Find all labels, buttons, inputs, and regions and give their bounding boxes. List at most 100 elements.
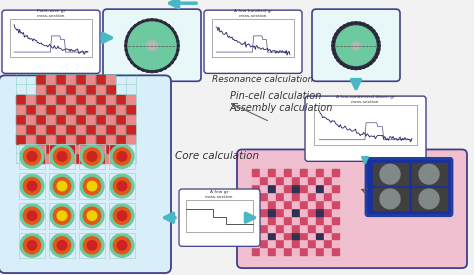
Bar — [16, 95, 25, 104]
Bar — [79, 232, 105, 258]
Bar — [36, 95, 45, 104]
Bar — [86, 95, 95, 104]
Bar — [36, 154, 45, 163]
Circle shape — [373, 59, 375, 62]
Circle shape — [83, 237, 100, 254]
Bar — [324, 169, 331, 176]
Bar — [324, 240, 331, 247]
Bar — [252, 185, 259, 192]
Bar — [284, 232, 291, 240]
Circle shape — [54, 177, 71, 195]
Circle shape — [142, 69, 144, 71]
Bar — [56, 95, 65, 104]
Bar — [276, 177, 283, 184]
Circle shape — [146, 19, 149, 21]
Circle shape — [167, 64, 170, 67]
Circle shape — [80, 204, 104, 227]
Bar — [284, 224, 291, 232]
Bar — [79, 203, 105, 229]
FancyBboxPatch shape — [305, 96, 426, 161]
Bar — [292, 240, 299, 247]
Bar — [86, 75, 95, 84]
Bar — [76, 105, 85, 114]
Circle shape — [375, 33, 377, 35]
Bar — [56, 144, 65, 153]
Circle shape — [160, 20, 162, 23]
Circle shape — [366, 25, 369, 27]
Bar — [212, 19, 294, 57]
Circle shape — [380, 164, 400, 184]
Bar — [324, 208, 331, 216]
Bar — [96, 95, 105, 104]
Circle shape — [80, 145, 104, 168]
Circle shape — [343, 25, 346, 27]
Circle shape — [380, 189, 400, 209]
Circle shape — [27, 152, 37, 161]
Bar — [26, 134, 35, 144]
Circle shape — [160, 69, 162, 71]
Bar — [66, 134, 75, 144]
Bar — [46, 115, 55, 124]
Circle shape — [175, 36, 178, 38]
Bar — [412, 188, 447, 210]
Circle shape — [80, 174, 104, 198]
Circle shape — [54, 237, 71, 254]
Circle shape — [363, 66, 365, 68]
Bar — [36, 105, 45, 114]
Bar — [324, 201, 331, 208]
Text: Pin-cell calculation: Pin-cell calculation — [230, 91, 321, 101]
Bar — [308, 193, 315, 200]
Bar — [96, 144, 105, 153]
Bar — [300, 248, 307, 255]
Circle shape — [333, 37, 336, 39]
Bar — [106, 125, 115, 134]
Bar — [106, 95, 115, 104]
Bar — [86, 85, 95, 94]
Bar — [300, 224, 307, 232]
Bar — [56, 134, 65, 144]
Circle shape — [27, 181, 37, 191]
Bar — [308, 248, 315, 255]
Bar — [300, 216, 307, 224]
Circle shape — [80, 233, 104, 257]
Bar — [332, 248, 339, 255]
Bar — [268, 177, 275, 184]
Bar — [332, 185, 339, 192]
Circle shape — [27, 241, 37, 250]
Bar — [36, 75, 45, 84]
Circle shape — [355, 22, 357, 24]
Bar — [36, 134, 45, 144]
Bar — [252, 248, 259, 255]
Bar — [46, 125, 55, 134]
Circle shape — [54, 148, 71, 165]
Circle shape — [363, 23, 365, 26]
Circle shape — [125, 19, 179, 72]
Bar — [308, 208, 315, 216]
Circle shape — [337, 59, 339, 62]
Bar — [26, 95, 35, 104]
Bar — [49, 144, 75, 169]
Circle shape — [87, 241, 97, 250]
Bar — [316, 224, 323, 232]
Bar — [56, 105, 65, 114]
Bar — [56, 125, 65, 134]
Bar — [300, 208, 307, 216]
Bar — [292, 216, 299, 224]
Bar — [16, 134, 25, 144]
Circle shape — [355, 67, 357, 70]
Circle shape — [370, 27, 372, 29]
Bar — [56, 85, 65, 94]
Bar — [46, 95, 55, 104]
Bar — [292, 169, 299, 176]
Circle shape — [173, 57, 176, 60]
Bar — [316, 232, 323, 240]
Bar — [268, 185, 275, 192]
Circle shape — [57, 181, 67, 191]
Bar — [66, 125, 75, 134]
Text: A few gr
cross-section: A few gr cross-section — [205, 190, 234, 199]
Bar — [308, 185, 315, 192]
Circle shape — [340, 62, 342, 64]
Bar — [300, 201, 307, 208]
Bar — [316, 240, 323, 247]
Circle shape — [20, 145, 44, 168]
